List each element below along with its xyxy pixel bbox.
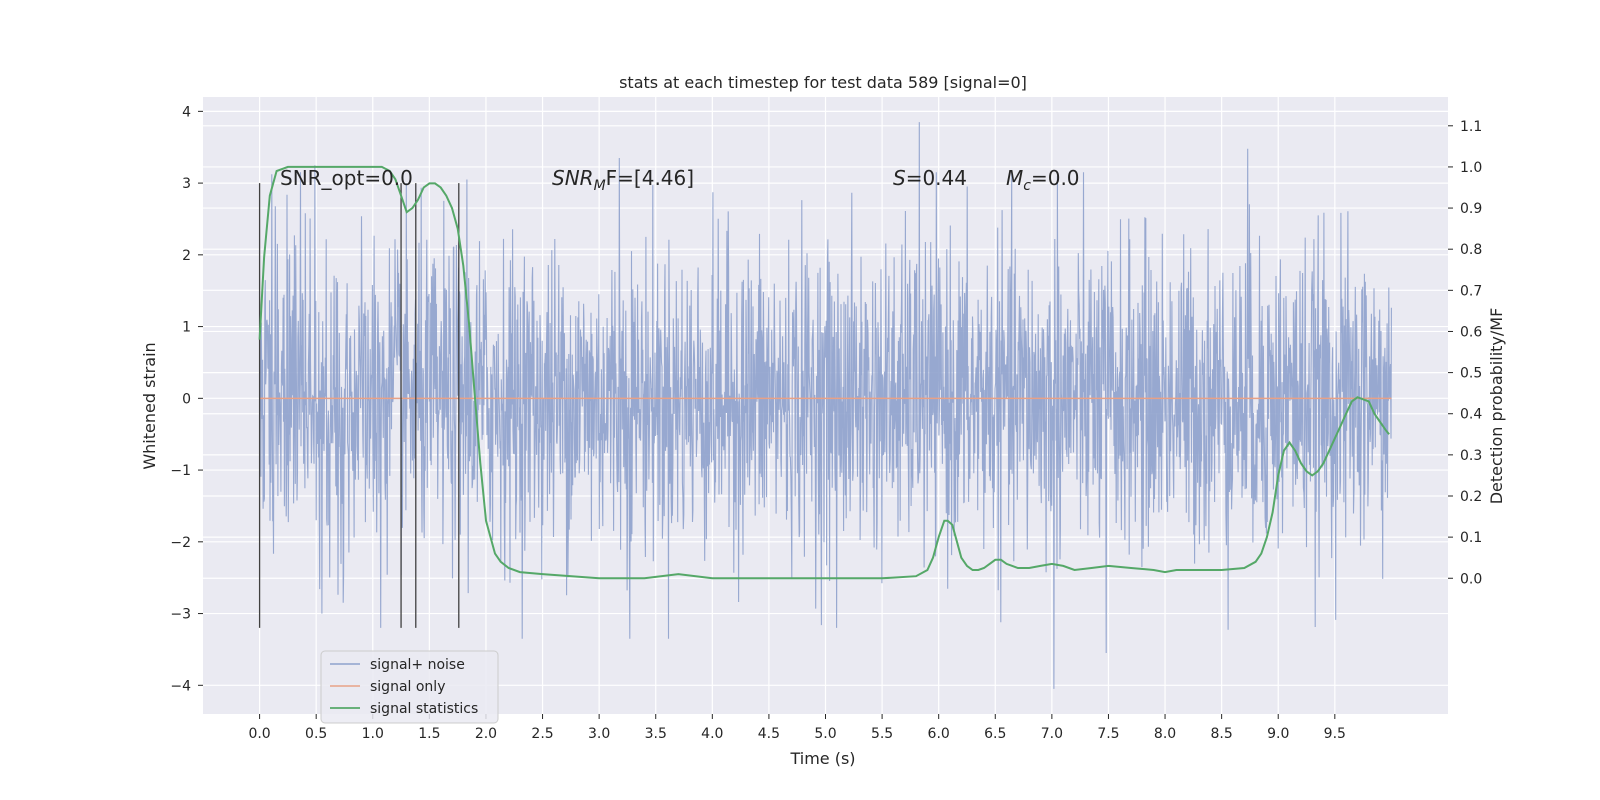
y2-axis-label: Detection probability/MF [1487,308,1506,505]
y-tick-labels: 4 3 2 1 0 −1 −2 −3 −4 [170,104,203,694]
x-tick-label: 3.0 [588,726,610,742]
signal-statistics-line [258,165,1390,580]
y-tick-label: 3 [182,176,191,192]
x-tick-label: 2.0 [475,726,497,742]
x-tick-label: 7.0 [1041,726,1063,742]
y2-tick-label: 0.6 [1460,324,1482,340]
x-tick-label: 4.5 [758,726,780,742]
y-tick-label: −3 [170,607,191,623]
x-tick-label: 8.5 [1211,726,1233,742]
y2-tick-label: 0.7 [1460,283,1482,299]
x-tick-label: 3.5 [645,726,667,742]
annotation-mc: Mc=0.0 [1006,166,1080,194]
annotation-s: S=0.44 [893,166,967,190]
y-tick-label: −1 [170,463,191,479]
annotation-snr-mf-italic: SNR [552,166,594,190]
annotation-snr-mf: SNRMF=[4.46] [552,166,694,194]
y2-tick-label: 0.2 [1460,489,1482,505]
x-tick-label: 4.0 [701,726,723,742]
annotation-snr-mf-subscript: M [594,178,606,194]
x-tick-label: 1.0 [362,726,384,742]
x-tick-label: 9.5 [1324,726,1346,742]
noise-series [259,122,1392,689]
chart-title: stats at each timestep for test data 589… [619,73,1027,92]
y-axis-label: Whitened strain [140,342,159,469]
x-tick-label: 7.5 [1097,726,1119,742]
y2-tick-label: 0.0 [1460,571,1482,587]
y-gridlines [203,110,1448,686]
y-tick-label: 2 [182,248,191,264]
y-tick-label: −4 [170,678,191,694]
x-tick-label: 2.5 [531,726,553,742]
y2-tick-label: 1.0 [1460,160,1482,176]
y-tick-label: 1 [182,320,191,336]
x-tick-label: 5.5 [871,726,893,742]
x-axis-label: Time (s) [789,749,855,768]
x-tick-label: 9.0 [1267,726,1289,742]
y2-tick-label: 0.4 [1460,407,1482,423]
y2-tick-label: 0.5 [1460,366,1482,382]
annotation-mc-italic: M [1006,166,1023,190]
y2-tick-label: 0.8 [1460,242,1482,258]
y2-tick-label: 1.1 [1460,119,1482,135]
x-tick-label: 8.0 [1154,726,1176,742]
y-tick-label: −2 [170,535,191,551]
x-tick-label: 6.0 [928,726,950,742]
legend-label-noise: signal+ noise [370,657,465,673]
x-tick-label: 0.5 [305,726,327,742]
annotation-mc-value: =0.0 [1031,166,1080,190]
x-tick-label: 0.0 [248,726,270,742]
x-tick-label: 5.0 [814,726,836,742]
annotation-snr-mf-value: F=[4.46] [606,166,694,190]
legend-label-signal-only: signal only [370,679,445,695]
x-tick-labels: 0.0 0.5 1.0 1.5 2.0 2.5 3.0 3.5 4.0 4.5 5.0 5.5 6.0 6… [248,714,1346,742]
x-tick-label: 1.5 [418,726,440,742]
legend-label-statistics: signal statistics [370,701,478,717]
y-tick-label: 0 [182,391,191,407]
signal-statistics-series [258,165,1390,580]
annotation-mc-subscript: c [1023,178,1031,194]
x-tick-label: 6.5 [984,726,1006,742]
y2-tick-label: 0.9 [1460,201,1482,217]
annotation-snr-opt: SNR_opt=0.0 [280,166,413,190]
y2-tick-label: 0.3 [1460,448,1482,464]
noise-line [259,122,1392,689]
y-tick-label: 4 [182,104,191,120]
annotation-s-value: =0.44 [906,166,967,190]
annotation-s-italic: S [893,166,906,190]
y2-tick-label: 0.1 [1460,530,1482,546]
legend: signal+ noise signal only signal statist… [320,650,499,724]
y2-tick-labels: 1.1 1.0 0.9 0.8 0.7 0.6 0.5 0.4 0.3 0.2 0.1 0.0 [1448,119,1482,587]
vertical-markers [258,183,460,628]
legend-box [320,650,499,724]
